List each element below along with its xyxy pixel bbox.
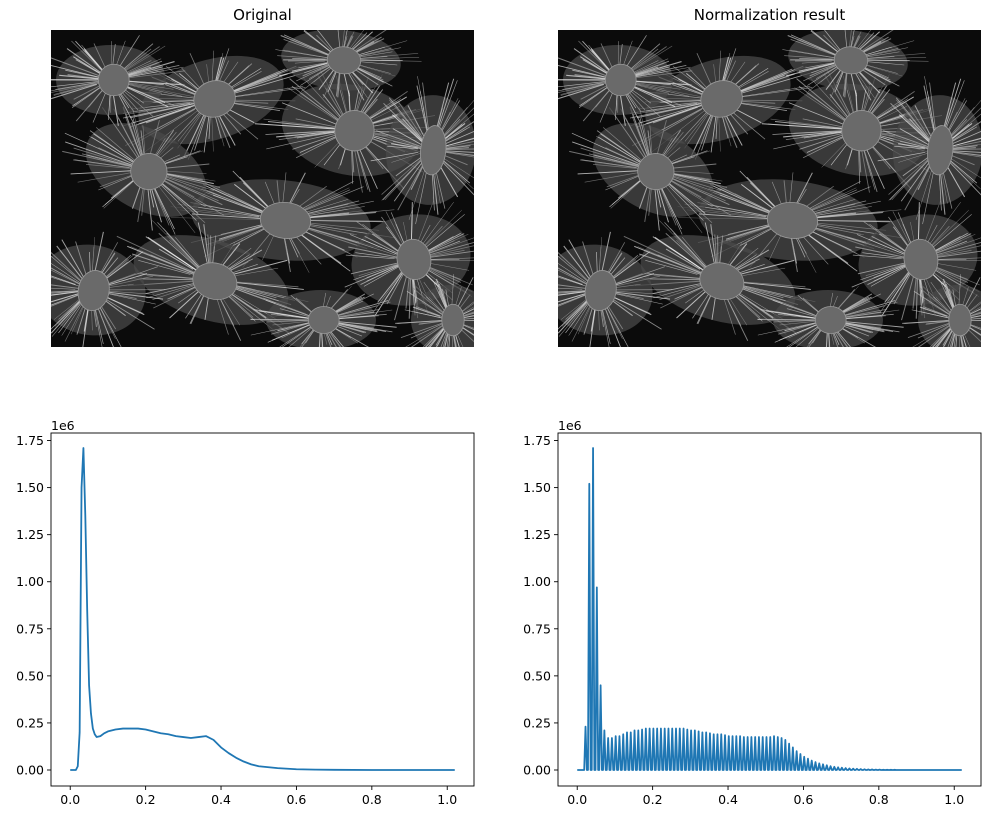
x-tick-label: 0.4 [211, 792, 231, 807]
y-tick-label: 1.25 [523, 527, 551, 542]
y-tick-label: 1.00 [523, 574, 551, 589]
x-tick-label: 0.6 [286, 792, 306, 807]
original-title: Original [233, 6, 292, 24]
y-tick-label: 1.25 [16, 527, 44, 542]
x-tick-label: 0.8 [869, 792, 889, 807]
y-tick-label: 1.50 [16, 480, 44, 495]
y-tick-label: 0.25 [16, 715, 44, 730]
x-tick-label: 0.8 [362, 792, 382, 807]
y-tick-label: 0.75 [16, 621, 44, 636]
normalized-image [558, 30, 981, 347]
x-tick-label: 0.2 [136, 792, 156, 807]
y-tick-label: 0.25 [523, 715, 551, 730]
y-tick-label: 0.50 [523, 668, 551, 683]
x-tick-label: 1.0 [437, 792, 457, 807]
x-tick-label: 0.6 [793, 792, 813, 807]
histogram-2-axes-frame [557, 432, 982, 787]
histogram-1-axes-frame [50, 432, 475, 787]
y-offset-label: 1e6 [51, 418, 75, 433]
y-tick-label: 0.75 [523, 621, 551, 636]
histogram-1-line [70, 447, 455, 771]
y-tick-label: 1.75 [16, 433, 44, 448]
y-tick-label: 1.75 [523, 433, 551, 448]
original-image [51, 30, 474, 347]
y-tick-label: 0.50 [16, 668, 44, 683]
x-tick-label: 1.0 [944, 792, 964, 807]
original-image-canvas [51, 30, 474, 347]
y-tick-label: 1.00 [16, 574, 44, 589]
x-tick-label: 0.0 [567, 792, 587, 807]
normalized-image-canvas [558, 30, 981, 347]
y-tick-label: 0.00 [16, 762, 44, 777]
y-tick-label: 1.50 [523, 480, 551, 495]
x-tick-label: 0.0 [60, 792, 80, 807]
y-tick-label: 0.00 [523, 762, 551, 777]
histogram-2: 0.0 0.2 0.4 0.6 0.8 1.0 0.00 0.25 0.50 0.75 1.00 1.… [523, 418, 982, 807]
normalized-title: Normalization result [693, 6, 846, 24]
histogram-2-line [577, 447, 962, 771]
histogram-1: 0.0 0.2 0.4 0.6 0.8 1.0 0.00 0.25 0.50 0.75 1.00 1.… [16, 418, 475, 807]
x-tick-label: 0.4 [718, 792, 738, 807]
y-offset-label: 1e6 [558, 418, 582, 433]
x-tick-label: 0.2 [643, 792, 663, 807]
